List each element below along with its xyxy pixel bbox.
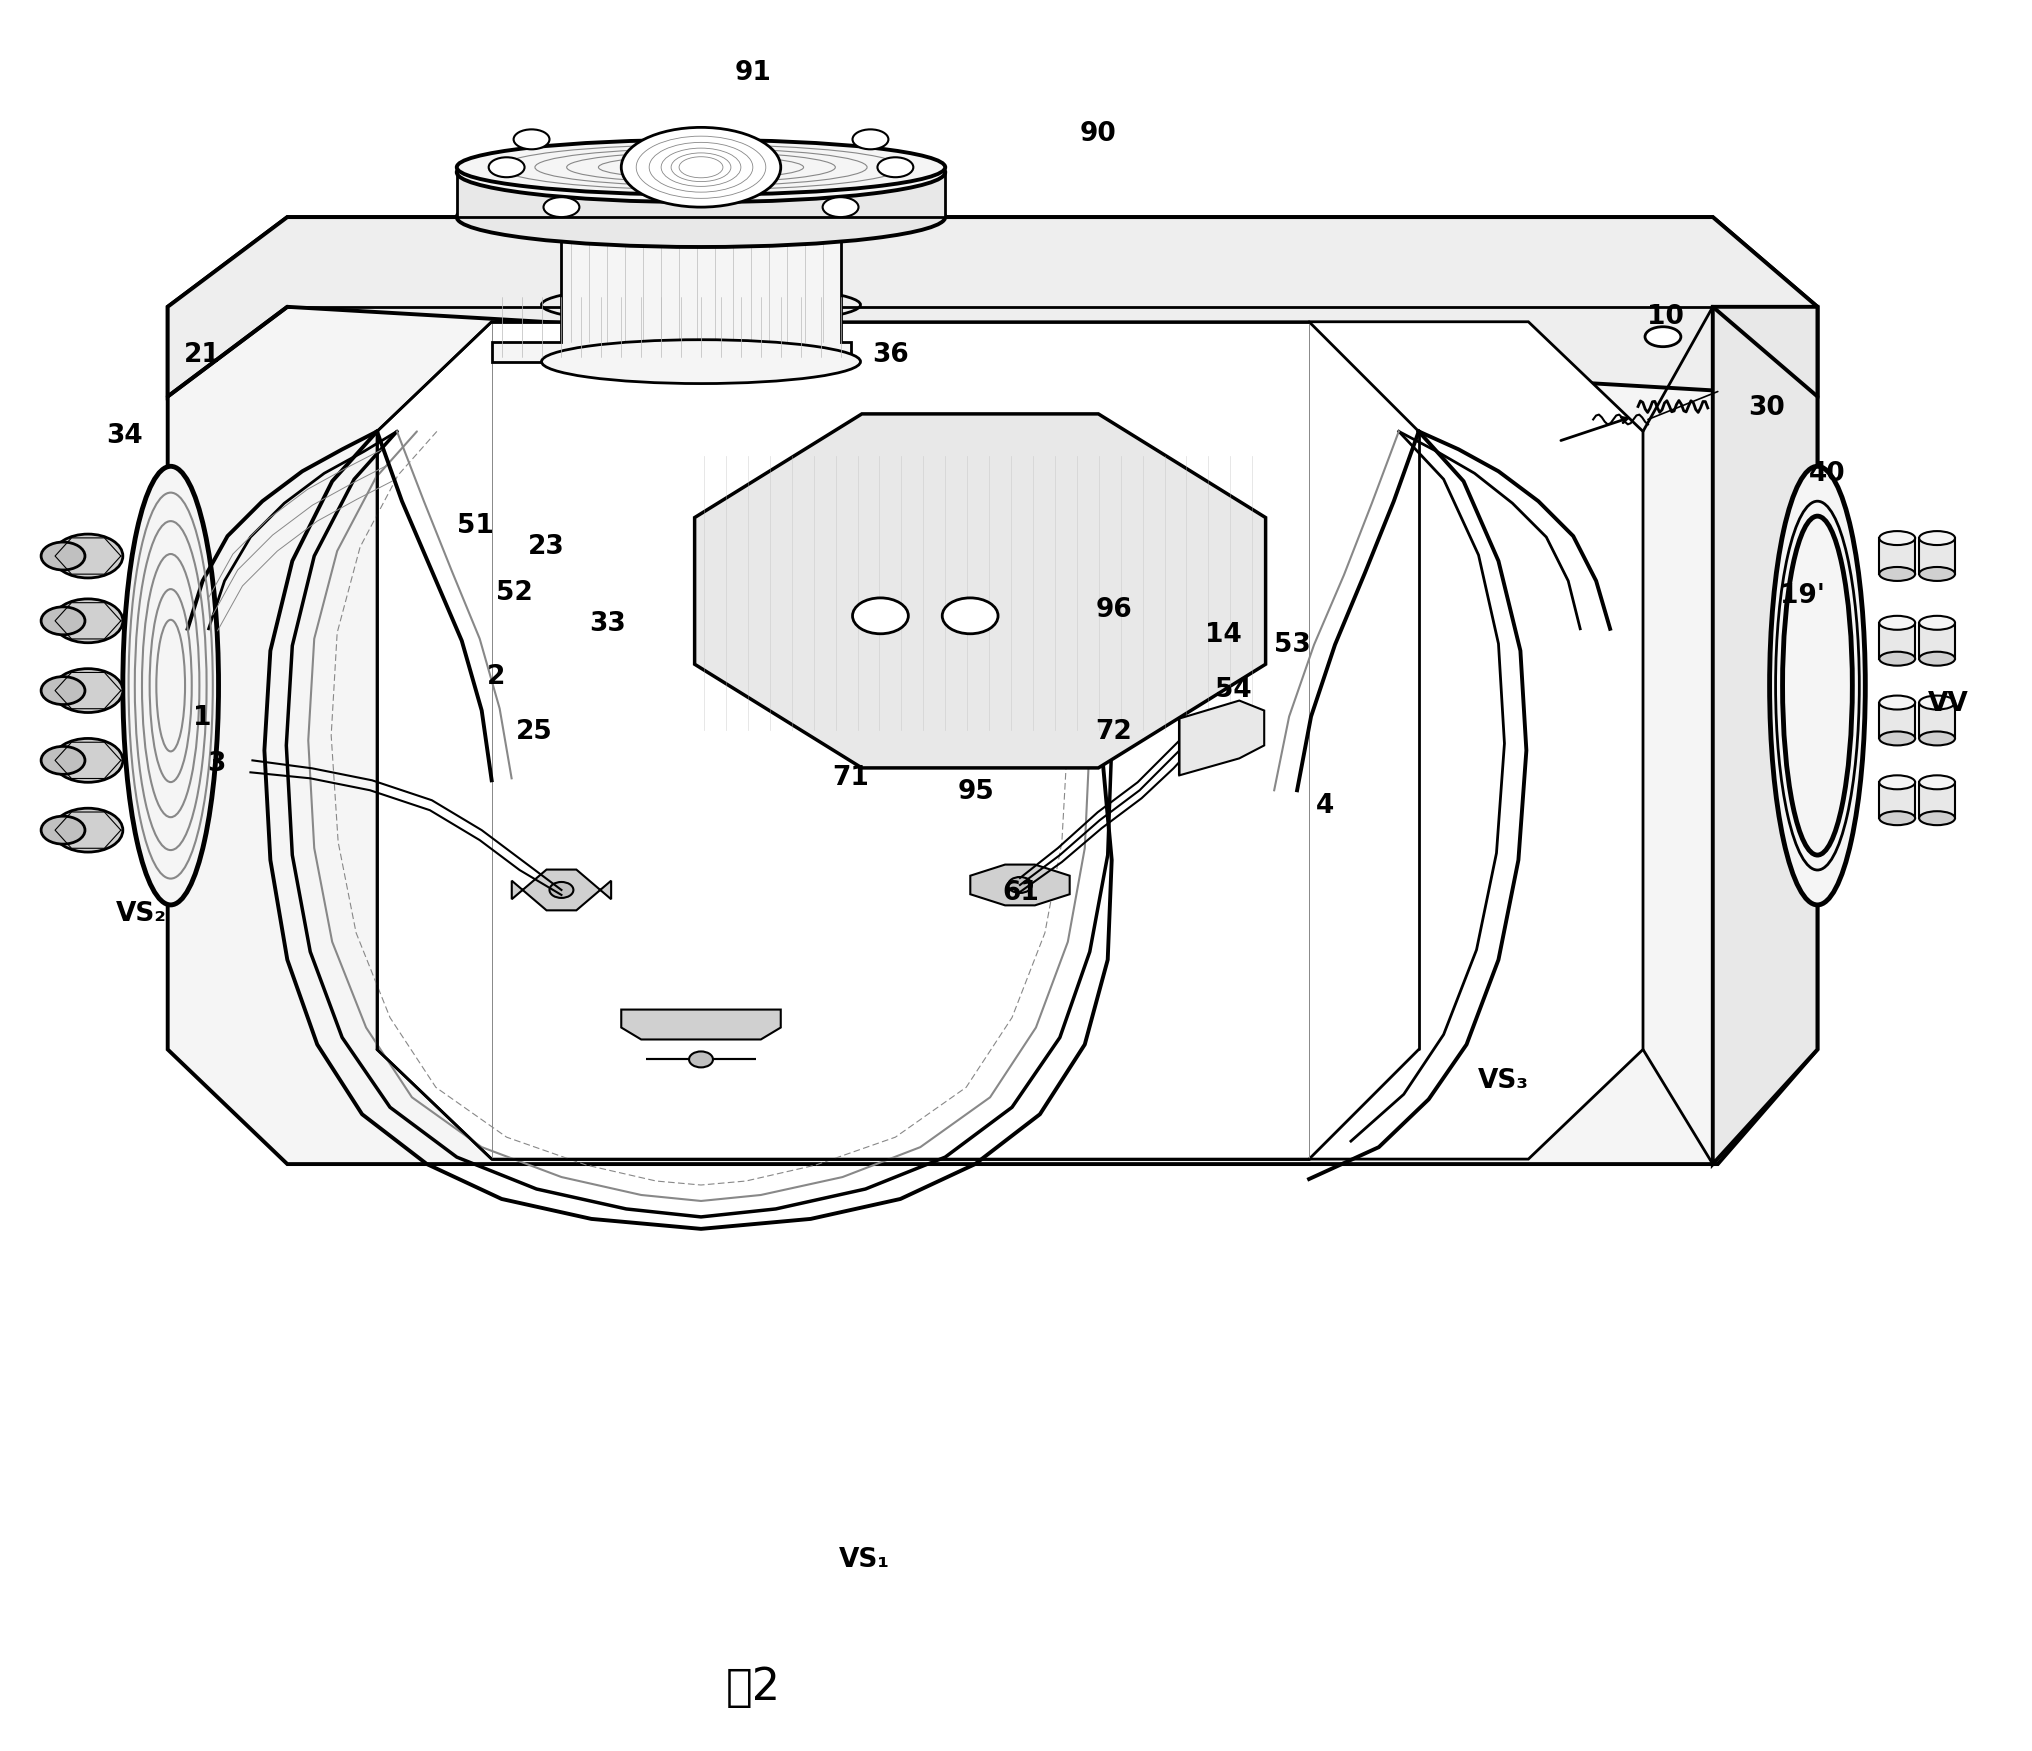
Polygon shape [1878,702,1914,739]
Text: 52: 52 [496,580,532,606]
Polygon shape [1878,538,1914,574]
Ellipse shape [543,198,579,217]
Polygon shape [1918,783,1955,818]
Text: 72: 72 [1095,720,1132,746]
Ellipse shape [622,128,780,207]
Text: 4: 4 [1315,793,1333,819]
Polygon shape [969,865,1069,905]
Polygon shape [1179,700,1264,776]
Polygon shape [167,217,1817,1164]
Text: 34: 34 [106,422,142,448]
Polygon shape [1878,783,1914,818]
Text: 95: 95 [957,779,994,805]
Ellipse shape [41,816,85,844]
Ellipse shape [1008,877,1032,893]
Ellipse shape [1878,695,1914,709]
Ellipse shape [457,187,945,247]
Ellipse shape [1878,531,1914,545]
Polygon shape [376,322,1642,1159]
Ellipse shape [1768,466,1865,905]
Text: 图2: 图2 [725,1665,780,1709]
Ellipse shape [1918,567,1955,581]
Text: 14: 14 [1205,622,1242,648]
Text: 2: 2 [486,664,504,690]
Text: 10: 10 [1646,305,1682,329]
Ellipse shape [823,198,858,217]
Polygon shape [492,217,849,362]
Text: 36: 36 [872,343,908,368]
Polygon shape [457,172,945,217]
Ellipse shape [549,883,573,898]
Text: 90: 90 [1079,121,1116,147]
Ellipse shape [1878,811,1914,825]
Text: 30: 30 [1748,394,1784,420]
Ellipse shape [1918,695,1955,709]
Polygon shape [1711,306,1817,1164]
Ellipse shape [53,739,122,783]
Text: 19': 19' [1780,583,1825,609]
Text: 1: 1 [193,706,211,732]
Text: 21: 21 [183,343,219,368]
Polygon shape [512,870,612,911]
Ellipse shape [878,158,912,177]
Ellipse shape [53,599,122,643]
Ellipse shape [1918,531,1955,545]
Ellipse shape [1878,567,1914,581]
Text: 25: 25 [516,720,553,746]
Ellipse shape [1878,651,1914,665]
Ellipse shape [1878,732,1914,746]
Ellipse shape [851,130,888,149]
Polygon shape [1918,538,1955,574]
Polygon shape [1918,702,1955,739]
Text: 33: 33 [589,611,626,637]
Text: 54: 54 [1215,678,1252,704]
Ellipse shape [41,746,85,774]
Ellipse shape [41,676,85,704]
Ellipse shape [1644,327,1680,347]
Polygon shape [622,1010,780,1040]
Text: VS₁: VS₁ [839,1546,890,1572]
Ellipse shape [1918,616,1955,630]
Text: 51: 51 [457,513,494,539]
Polygon shape [695,413,1266,769]
Text: 23: 23 [528,534,565,560]
Ellipse shape [1918,811,1955,825]
Polygon shape [167,217,1817,396]
Ellipse shape [457,142,945,201]
Text: 40: 40 [1808,461,1845,487]
Text: VV: VV [1928,692,1969,718]
Text: 96: 96 [1095,597,1132,623]
Polygon shape [1878,623,1914,658]
Ellipse shape [53,669,122,713]
Text: VS₂: VS₂ [116,902,167,926]
Ellipse shape [514,130,549,149]
Ellipse shape [41,608,85,636]
Ellipse shape [41,543,85,571]
Text: 61: 61 [1002,881,1038,905]
Ellipse shape [1878,616,1914,630]
Ellipse shape [122,466,217,905]
Text: VS₃: VS₃ [1477,1068,1528,1094]
Ellipse shape [941,597,998,634]
Ellipse shape [1918,732,1955,746]
Ellipse shape [541,340,860,383]
Ellipse shape [1918,776,1955,790]
Ellipse shape [457,140,945,194]
Text: 53: 53 [1274,632,1311,658]
Text: 3: 3 [207,751,226,777]
Polygon shape [1918,623,1955,658]
Ellipse shape [689,1051,713,1068]
Ellipse shape [53,809,122,853]
Text: 71: 71 [831,765,868,791]
Ellipse shape [53,534,122,578]
Ellipse shape [1918,651,1955,665]
Ellipse shape [488,158,524,177]
Text: 91: 91 [734,60,770,86]
Ellipse shape [851,597,908,634]
Ellipse shape [1878,776,1914,790]
